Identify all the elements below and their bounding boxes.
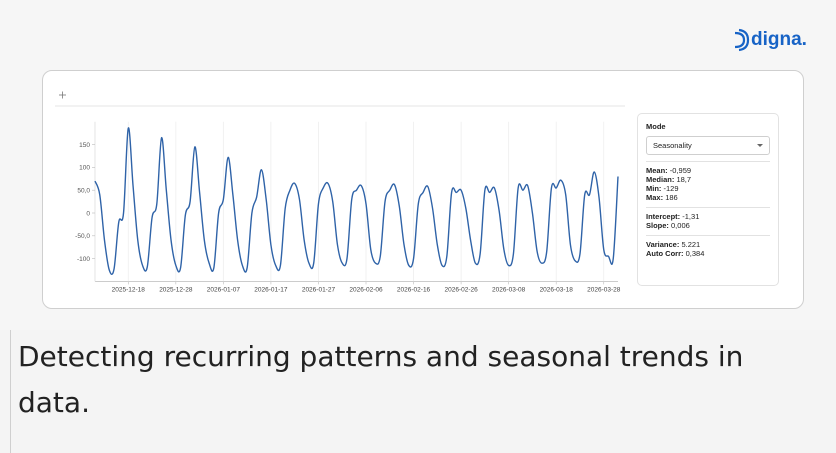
y-tick-label: 150: [79, 142, 90, 149]
x-tick-label: 2026-01-17: [254, 286, 288, 293]
x-tick-label: 2026-02-16: [397, 286, 431, 293]
x-tick-label: 2025-12-18: [112, 286, 146, 293]
stat-label: Min:: [646, 184, 662, 193]
x-tick-label: 2025-12-28: [159, 286, 193, 293]
caption: Detecting recurring patterns and seasona…: [18, 340, 744, 419]
x-tick-label: 2026-03-18: [540, 286, 574, 293]
y-tick-label: -50,0: [75, 233, 90, 240]
x-tick-label: 2026-01-07: [207, 286, 241, 293]
stats-groups: Mean: -0,959 Median: 18,7 Min: -129 Max: 18…: [646, 161, 770, 263]
stat-value: 186: [665, 193, 678, 202]
stat-label: Max:: [646, 193, 664, 202]
mode-value: Seasonality: [653, 141, 692, 150]
stat-row: Intercept: -1,31: [646, 212, 770, 221]
stat-value: 0,384: [685, 249, 705, 258]
stat-value: -0,959: [669, 166, 692, 175]
series-line: [94, 127, 619, 276]
stat-value: 0,006: [671, 221, 690, 230]
stat-label: Intercept:: [646, 212, 681, 221]
stat-value: -129: [663, 184, 679, 193]
brand-name: digna.: [751, 29, 807, 50]
chart: 150 100 50,0 0 -50,0 -100 2025-12-18 2025-12-28…: [55, 91, 625, 293]
stats-group: Mean: -0,959 Median: 18,7 Min: -129 Max: 18…: [646, 161, 770, 207]
stats-group: Intercept: -1,31 Slope: 0,006: [646, 207, 770, 235]
stats-group: Variance: 5.221 Auto Corr: 0,384: [646, 235, 770, 263]
x-tick-label: 2026-03-08: [492, 286, 526, 293]
card-border: [10, 330, 11, 453]
x-tick-label: 2026-01-27: [302, 286, 336, 293]
brand-icon: [734, 28, 750, 52]
stat-label: Mean:: [646, 166, 668, 175]
stat-row: Max: 186: [646, 193, 770, 202]
x-tick-label: 2026-03-28: [587, 286, 621, 293]
y-tick-label: 100: [79, 165, 90, 172]
stat-value: 5.221: [681, 240, 701, 249]
mode-select[interactable]: Seasonality: [646, 136, 770, 155]
stat-label: Variance:: [646, 240, 680, 249]
add-icon: [59, 91, 66, 99]
mode-label: Mode: [646, 122, 666, 131]
stat-row: Median: 18,7: [646, 175, 770, 184]
select-arrow: [757, 144, 763, 147]
stat-row: Slope: 0,006: [646, 221, 770, 230]
brand-logo: digna.: [732, 28, 807, 54]
x-tick-label: 2026-02-06: [349, 286, 383, 293]
stat-label: Auto Corr:: [646, 249, 684, 258]
y-tick-label: 0: [86, 210, 90, 217]
stat-row: Mean: -0,959: [646, 166, 770, 175]
stat-label: Median:: [646, 175, 675, 184]
x-tick-label: 2026-02-26: [444, 286, 478, 293]
y-tick-label: 50,0: [77, 188, 90, 195]
stat-value: -1,31: [682, 212, 700, 221]
stat-label: Slope:: [646, 221, 669, 230]
y-tick-label: -100: [77, 256, 90, 263]
stat-row: Min: -129: [646, 184, 770, 193]
stats-panel: Mode Seasonality Mean: -0,959 Median: 18,…: [637, 113, 779, 286]
stat-value: 18,7: [676, 175, 692, 184]
stat-row: Auto Corr: 0,384: [646, 249, 770, 258]
stat-row: Variance: 5.221: [646, 240, 770, 249]
